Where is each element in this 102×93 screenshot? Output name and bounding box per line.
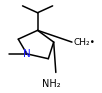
Text: NH₂: NH₂ [42,79,61,89]
Text: N: N [23,49,31,59]
Text: CH₂•: CH₂• [73,38,95,47]
